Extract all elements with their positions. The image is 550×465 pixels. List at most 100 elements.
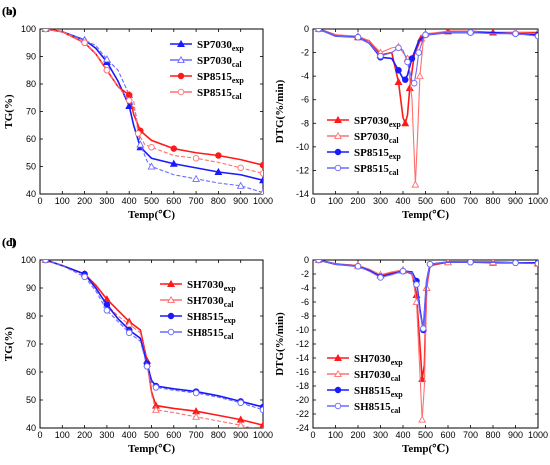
data-point (134, 130, 142, 137)
data-point (237, 399, 244, 407)
data-point (192, 412, 201, 420)
data-point (415, 49, 423, 56)
data-point (236, 181, 245, 189)
y-tick-label: 70 (26, 107, 36, 117)
x-tick-label: 100 (328, 430, 343, 440)
series-sh8515-exp (315, 260, 538, 334)
data-point (395, 66, 402, 74)
x-tick-label: 700 (463, 196, 478, 206)
legend-series-name: SH7030 (354, 369, 391, 381)
x-tick-label: 500 (418, 196, 433, 206)
series-sp8515-cal (42, 29, 263, 177)
y-tick-label: 80 (26, 311, 36, 321)
data-point (259, 170, 263, 177)
x-tick-label: 0 (310, 196, 315, 206)
y-tick-label: -12 (296, 339, 309, 349)
data-point (136, 140, 145, 148)
data-point (377, 52, 384, 60)
x-tick-label: 400 (122, 430, 137, 440)
x-tick-label: 1000 (528, 430, 548, 440)
y-tick-label: -16 (296, 367, 309, 377)
x-tick-label: 200 (350, 430, 365, 440)
data-point (377, 274, 384, 281)
panel-letter: (c) (2, 235, 15, 249)
data-point (143, 363, 151, 370)
data-point (170, 145, 178, 152)
x-tick-label: 800 (485, 196, 500, 206)
data-point (534, 32, 538, 40)
data-point (152, 384, 160, 391)
y-tick-label: -8 (301, 118, 309, 128)
y-tick-label: 80 (26, 79, 36, 89)
data-point (259, 188, 263, 194)
legend-entry: SP8515exp (197, 71, 244, 85)
y-tick-label: 100 (21, 255, 36, 265)
data-point (125, 97, 133, 104)
series-sh8515-cal (315, 260, 538, 332)
data-point (148, 143, 155, 151)
legend-series-subscript: exp (389, 120, 402, 129)
y-tick-label: 90 (26, 52, 36, 62)
x-tick-label: 600 (440, 430, 455, 440)
legend-marker (177, 88, 185, 96)
legend-series-subscript: cal (391, 406, 402, 415)
y-tick-label: -2 (301, 48, 309, 58)
legend-entry: SH8515cal (354, 401, 401, 415)
legend-marker (334, 402, 342, 410)
y-tick-label: -10 (296, 142, 309, 152)
data-point (169, 159, 178, 167)
x-axis-title: Temp(℃) (128, 443, 175, 455)
x-tick-label: 900 (233, 430, 248, 440)
legend-entry: SP8515cal (197, 87, 242, 101)
panel-letter: (d) (2, 235, 17, 249)
data-point (237, 164, 244, 172)
legend-series-subscript: cal (389, 168, 400, 177)
legend-marker (177, 55, 185, 64)
data-point (259, 161, 263, 169)
x-tick-label: 300 (99, 196, 114, 206)
data-point (404, 58, 411, 66)
series-line (45, 260, 263, 411)
legend-series-subscript: cal (232, 60, 243, 69)
legend-marker (334, 164, 342, 172)
data-point (81, 273, 88, 281)
data-point (413, 281, 420, 288)
y-tick-label: -6 (301, 95, 309, 105)
y-tick-label: 50 (26, 395, 36, 405)
legend-marker (334, 369, 342, 378)
legend-series-name: SH7030 (187, 295, 224, 307)
y-tick-label: 70 (26, 339, 36, 349)
x-tick-label: 1000 (253, 196, 273, 206)
x-tick-label: 600 (440, 196, 455, 206)
data-point (103, 66, 111, 74)
data-point (259, 176, 263, 184)
x-tick-label: 0 (37, 430, 42, 440)
x-tick-label: 1000 (528, 196, 548, 206)
series-line (45, 29, 263, 166)
plot-frame (312, 28, 539, 195)
series-line (318, 29, 538, 85)
data-point (315, 29, 322, 33)
legend-marker (334, 131, 342, 140)
data-point (422, 31, 429, 39)
x-tick-label: 500 (144, 196, 159, 206)
series-sp7030-cal (41, 29, 263, 194)
data-point (411, 180, 420, 188)
legend-marker (334, 386, 342, 394)
legend-series-name: SP7030 (354, 115, 389, 127)
x-tick-label: 800 (211, 430, 226, 440)
data-point (467, 260, 474, 266)
y-tick-label: -12 (296, 165, 309, 175)
y-tick-label: -2 (301, 269, 309, 279)
legend-marker (334, 115, 342, 124)
legend-series-subscript: exp (232, 76, 245, 85)
x-tick-label: 700 (189, 430, 204, 440)
data-point (399, 267, 407, 275)
legend-entry: SH8515exp (187, 311, 236, 325)
y-tick-label: 100 (21, 24, 36, 34)
x-axis-title: Temp(℃) (402, 443, 449, 455)
legend-series-subscript: cal (224, 300, 235, 309)
data-point (426, 260, 434, 268)
legend-entry: SH7030exp (354, 353, 403, 367)
